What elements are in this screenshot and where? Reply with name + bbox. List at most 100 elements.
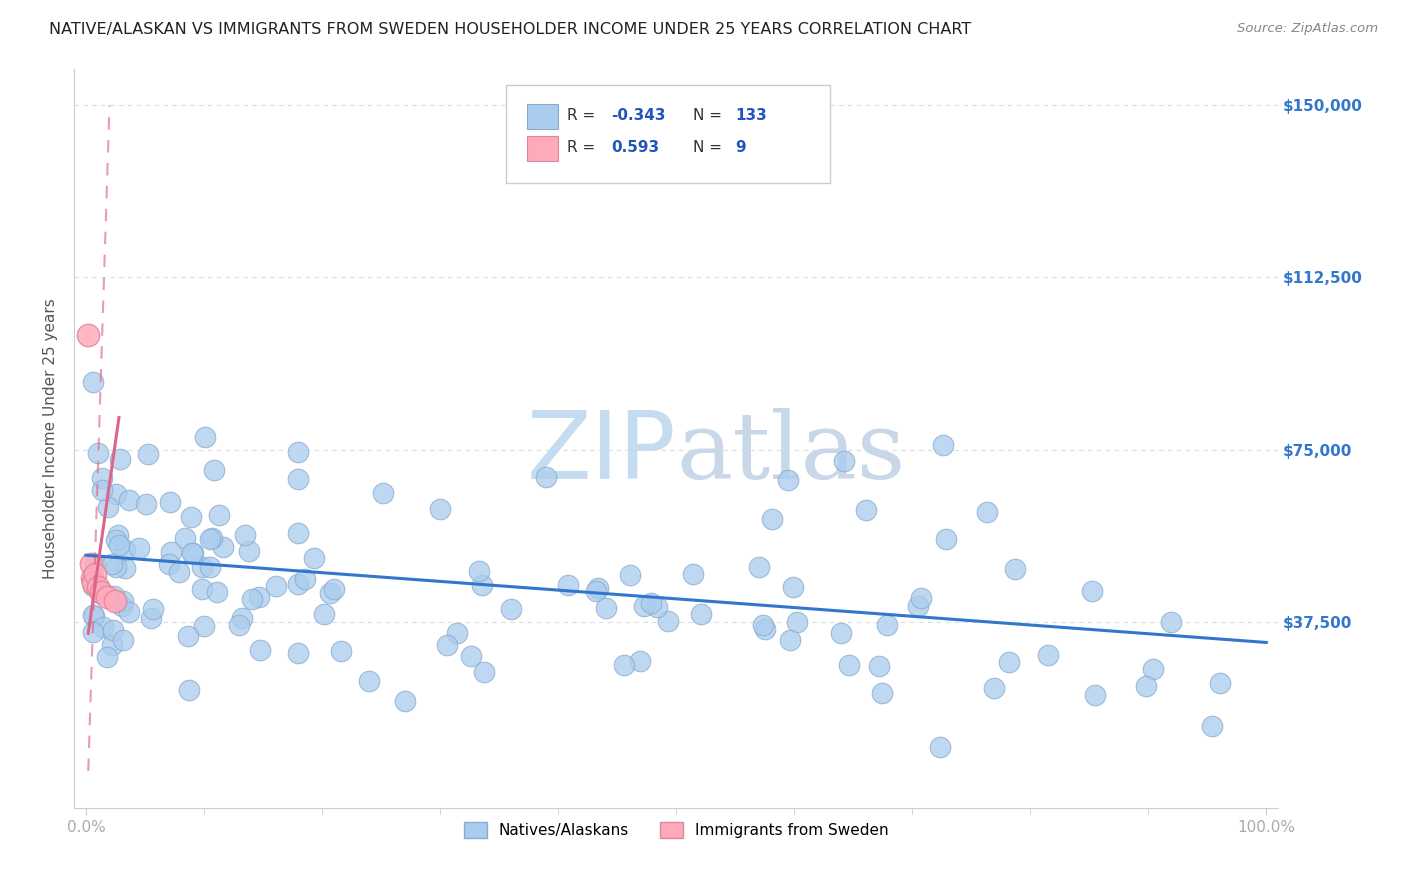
Point xyxy=(647,599,669,614)
Point xyxy=(208,508,231,522)
Point xyxy=(932,438,955,452)
Point xyxy=(323,582,346,597)
Text: N =: N = xyxy=(693,140,727,154)
Point xyxy=(108,538,131,552)
Text: Source: ZipAtlas.com: Source: ZipAtlas.com xyxy=(1237,22,1378,36)
Point xyxy=(111,594,134,608)
Point xyxy=(238,544,260,558)
Point xyxy=(1081,584,1104,599)
Point xyxy=(86,580,108,594)
Text: atlas: atlas xyxy=(676,408,905,498)
Point xyxy=(471,578,494,592)
Point xyxy=(240,592,263,607)
Point xyxy=(90,471,112,485)
Point xyxy=(640,596,662,610)
Point xyxy=(832,454,855,468)
Text: NATIVE/ALASKAN VS IMMIGRANTS FROM SWEDEN HOUSEHOLDER INCOME UNDER 25 YEARS CORRE: NATIVE/ALASKAN VS IMMIGRANTS FROM SWEDEN… xyxy=(49,22,972,37)
Point xyxy=(96,590,118,604)
Point xyxy=(135,497,157,511)
Point xyxy=(77,327,100,342)
Point xyxy=(1201,719,1223,733)
Point xyxy=(105,559,128,574)
Point xyxy=(595,601,617,615)
Point xyxy=(868,659,890,673)
Text: 9: 9 xyxy=(735,140,747,154)
Point xyxy=(761,511,783,525)
Point xyxy=(101,558,124,572)
Point xyxy=(429,502,451,516)
Point xyxy=(935,532,957,546)
Point xyxy=(287,646,309,660)
Point xyxy=(193,619,215,633)
Point xyxy=(173,531,195,545)
Point xyxy=(786,615,808,629)
Point xyxy=(460,649,482,664)
Point xyxy=(748,559,770,574)
Point xyxy=(177,629,200,643)
Point xyxy=(228,618,250,632)
Point xyxy=(159,494,181,508)
Point xyxy=(82,578,104,592)
Point xyxy=(585,584,607,599)
Point xyxy=(976,505,998,519)
Point xyxy=(302,550,325,565)
Point xyxy=(118,605,141,619)
Point xyxy=(82,625,104,640)
Point xyxy=(87,446,110,460)
Point xyxy=(104,594,127,608)
Point xyxy=(212,540,235,554)
Point xyxy=(177,683,200,698)
Point xyxy=(287,444,309,458)
Point xyxy=(82,607,104,622)
Y-axis label: Householder Income Under 25 years: Householder Income Under 25 years xyxy=(44,298,58,579)
Point xyxy=(111,599,134,614)
Point xyxy=(107,527,129,541)
Point xyxy=(101,638,124,652)
Point xyxy=(752,618,775,632)
Point xyxy=(929,739,952,754)
Point xyxy=(103,590,125,604)
Point xyxy=(91,620,114,634)
Point xyxy=(613,657,636,672)
Point xyxy=(983,681,1005,696)
Point xyxy=(557,578,579,592)
Point xyxy=(1142,662,1164,676)
Point xyxy=(139,610,162,624)
Point xyxy=(157,557,180,571)
Text: 133: 133 xyxy=(735,109,768,123)
Point xyxy=(619,568,641,582)
Point xyxy=(319,586,342,600)
Text: 0.593: 0.593 xyxy=(612,140,659,154)
Point xyxy=(191,560,214,574)
Point xyxy=(82,575,104,590)
Text: -0.343: -0.343 xyxy=(612,109,666,123)
Point xyxy=(1135,679,1157,693)
Point xyxy=(499,602,522,616)
Point xyxy=(998,656,1021,670)
Point xyxy=(80,573,103,587)
Point xyxy=(446,626,468,640)
Point xyxy=(855,502,877,516)
Point xyxy=(870,686,893,700)
Point xyxy=(287,526,309,541)
Point xyxy=(83,558,105,572)
Point xyxy=(181,546,204,560)
Point xyxy=(194,430,217,444)
Text: N =: N = xyxy=(693,109,727,123)
Point xyxy=(89,586,111,600)
Point xyxy=(287,577,309,591)
Point xyxy=(907,599,929,614)
Point xyxy=(114,560,136,574)
Point xyxy=(136,447,159,461)
Point xyxy=(264,579,287,593)
Point xyxy=(118,492,141,507)
Point xyxy=(468,564,491,578)
Point xyxy=(754,622,776,636)
Point xyxy=(104,487,127,501)
Point xyxy=(198,560,221,574)
Point xyxy=(249,590,271,604)
Point xyxy=(201,531,224,545)
Text: R =: R = xyxy=(567,109,600,123)
Point xyxy=(202,463,225,477)
Point xyxy=(105,533,128,548)
